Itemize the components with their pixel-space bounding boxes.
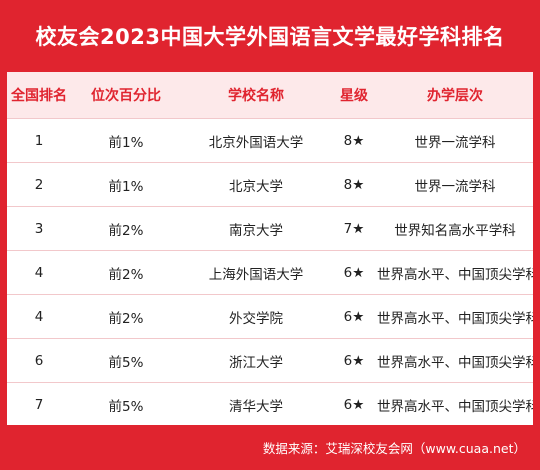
page-title: 校友会2023中国大学外国语言文学最好学科排名 — [35, 25, 505, 49]
table-row: 2 前1% 北京大学 8★ 世界一流学科 — [7, 162, 533, 207]
stars-cell: 6★ — [331, 250, 377, 295]
rank-cell: 4 — [7, 250, 71, 295]
school-cell: 清华大学 — [181, 382, 331, 425]
level-cell: 世界一流学科 — [377, 118, 533, 163]
rank-cell: 6 — [7, 338, 71, 383]
level-cell: 世界高水平、中国顶尖学科 — [377, 338, 533, 383]
table-row: 1 前1% 北京外国语大学 8★ 世界一流学科 — [7, 118, 533, 163]
percentile-cell: 前2% — [71, 294, 181, 339]
rank-cell: 2 — [7, 162, 71, 207]
header-level: 办学层次 — [377, 72, 533, 119]
percentile-cell: 前2% — [71, 250, 181, 295]
school-cell: 浙江大学 — [181, 338, 331, 383]
rank-cell: 1 — [7, 118, 71, 163]
school-cell: 南京大学 — [181, 206, 331, 251]
level-cell: 世界高水平、中国顶尖学科 — [377, 250, 533, 295]
table-row: 6 前5% 浙江大学 6★ 世界高水平、中国顶尖学科 — [7, 338, 533, 383]
table-row: 4 前2% 上海外国语大学 6★ 世界高水平、中国顶尖学科 — [7, 250, 533, 295]
ranking-card: 全国排名 位次百分比 学校名称 星级 办学层次 1 前1% 北京外国语大学 8★… — [7, 72, 533, 425]
school-cell: 外交学院 — [181, 294, 331, 339]
school-cell: 北京外国语大学 — [181, 118, 331, 163]
stars-cell: 8★ — [331, 162, 377, 207]
stars-cell: 8★ — [331, 118, 377, 163]
school-cell: 上海外国语大学 — [181, 250, 331, 295]
rank-cell: 7 — [7, 382, 71, 425]
table-header-row: 全国排名 位次百分比 学校名称 星级 办学层次 — [7, 72, 533, 119]
header-percentile: 位次百分比 — [71, 72, 181, 119]
data-source-note: 数据来源：艾瑞深校友会网（www.cuaa.net） — [262, 441, 526, 456]
header-school: 学校名称 — [181, 72, 331, 119]
table-row: 7 前5% 清华大学 6★ 世界高水平、中国顶尖学科 — [7, 382, 533, 425]
stars-cell: 6★ — [331, 294, 377, 339]
percentile-cell: 前5% — [71, 382, 181, 425]
percentile-cell: 前1% — [71, 162, 181, 207]
rank-cell: 3 — [7, 206, 71, 251]
stars-cell: 7★ — [331, 206, 377, 251]
level-cell: 世界高水平、中国顶尖学科 — [377, 294, 533, 339]
stars-cell: 6★ — [331, 382, 377, 425]
stars-cell: 6★ — [331, 338, 377, 383]
school-cell: 北京大学 — [181, 162, 331, 207]
table-row: 4 前2% 外交学院 6★ 世界高水平、中国顶尖学科 — [7, 294, 533, 339]
level-cell: 世界高水平、中国顶尖学科 — [377, 382, 533, 425]
header-rank: 全国排名 — [7, 72, 71, 119]
percentile-cell: 前1% — [71, 118, 181, 163]
header-stars: 星级 — [331, 72, 377, 119]
rank-cell: 4 — [7, 294, 71, 339]
ranking-table: 全国排名 位次百分比 学校名称 星级 办学层次 1 前1% 北京外国语大学 8★… — [7, 72, 533, 425]
table-row: 3 前2% 南京大学 7★ 世界知名高水平学科 — [7, 206, 533, 251]
level-cell: 世界知名高水平学科 — [377, 206, 533, 251]
percentile-cell: 前5% — [71, 338, 181, 383]
percentile-cell: 前2% — [71, 206, 181, 251]
level-cell: 世界一流学科 — [377, 162, 533, 207]
